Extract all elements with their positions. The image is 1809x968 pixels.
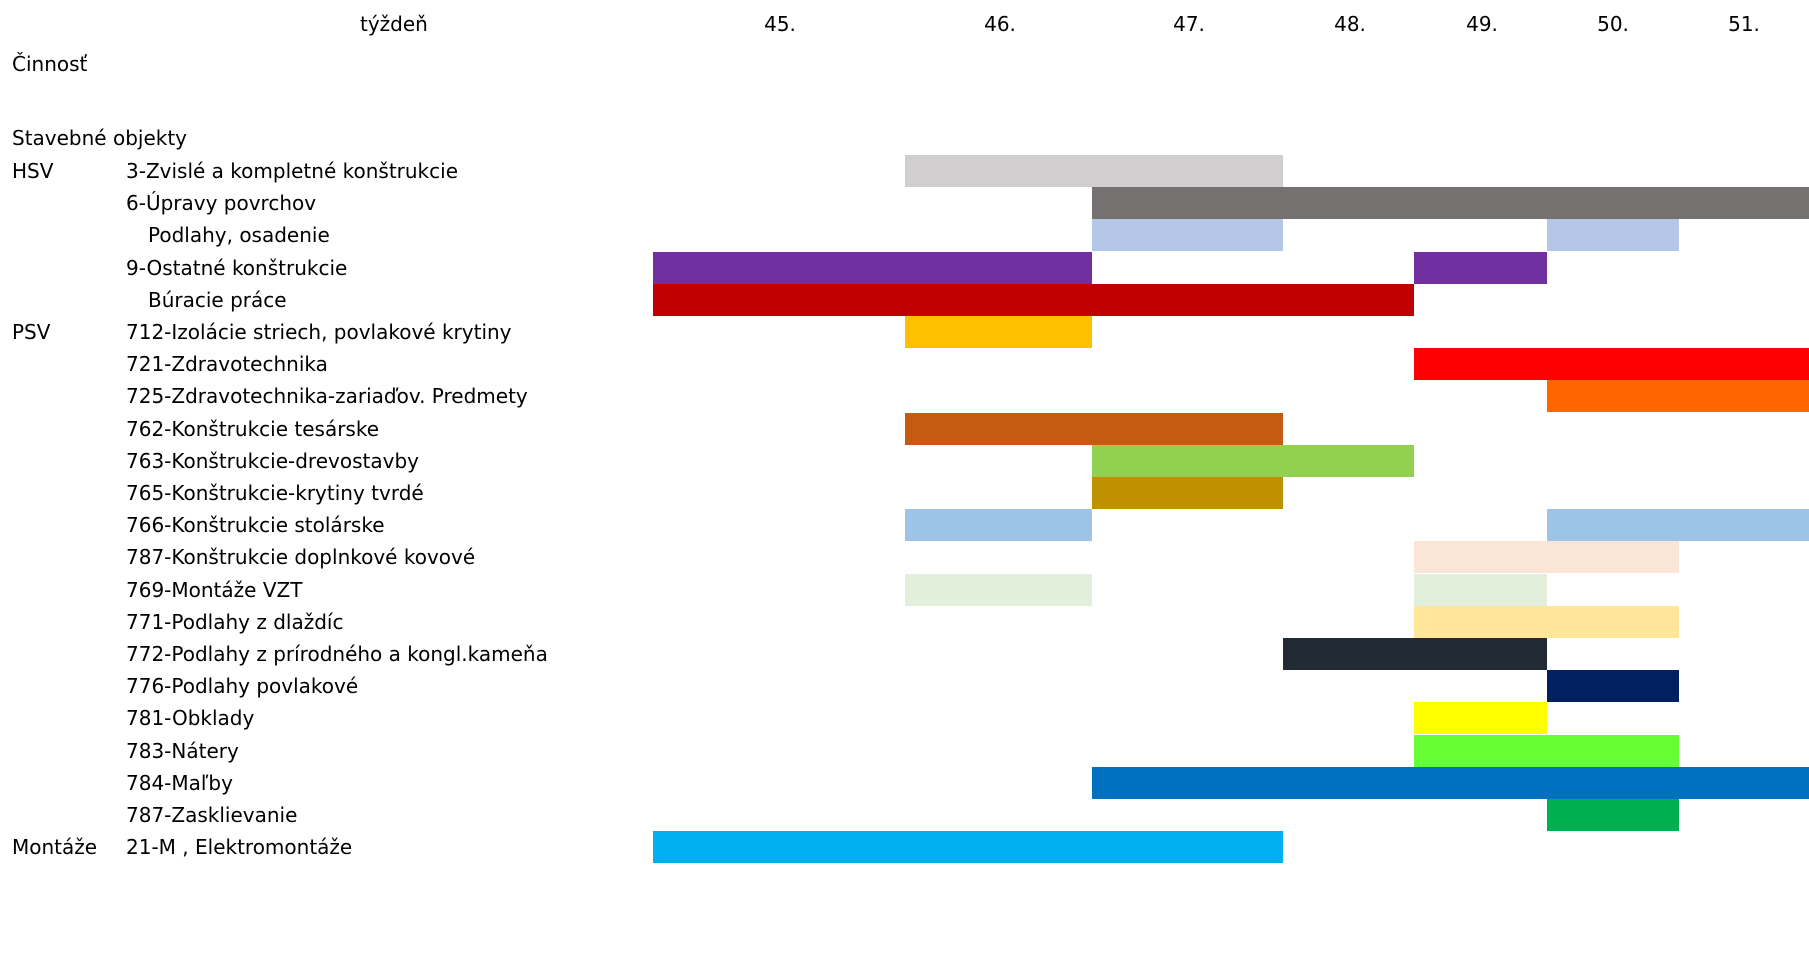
- gantt-bar: [1092, 766, 1809, 799]
- gantt-bar: [1414, 541, 1679, 574]
- row-activity-label: 766-Konštrukcie stolárske: [126, 513, 385, 538]
- row-activity-label: Búracie práce: [148, 287, 287, 312]
- row-activity-label: 762-Konštrukcie tesárske: [126, 416, 380, 441]
- gantt-bar: [905, 509, 1092, 542]
- gantt-bar: [905, 155, 1283, 187]
- gantt-bar: [1414, 734, 1679, 767]
- gantt-bar: [1414, 573, 1547, 606]
- gantt-bar: [1414, 348, 1809, 381]
- row-activity-label: 725-Zdravotechnika-zariaďov. Predmety: [126, 384, 528, 409]
- row-activity-label: 769-Montáže VZT: [126, 577, 303, 602]
- row-activity-label: 784-Maľby: [126, 770, 233, 795]
- gantt-bar: [1092, 187, 1809, 220]
- gantt-bar: [1092, 477, 1283, 509]
- gantt-bar: [1092, 444, 1414, 477]
- gantt-bar: [653, 251, 1092, 284]
- row-activity-label: 783-Nátery: [126, 738, 239, 763]
- week-tick-label: 45.: [764, 12, 796, 36]
- row-activity-label: 6-Úpravy povrchov: [126, 191, 317, 216]
- gantt-bar: [1092, 219, 1283, 252]
- row-group-label: Montáže: [12, 835, 98, 860]
- gantt-bar: [1414, 702, 1547, 735]
- row-activity-label: 763-Konštrukcie-drevostavby: [126, 448, 419, 473]
- row-activity-label: 3-Zvislé a kompletné konštrukcie: [126, 159, 458, 183]
- row-activity-label: 781-Obklady: [126, 706, 255, 731]
- week-tick-label: 51.: [1728, 12, 1760, 36]
- activity-header-label: Činnosť: [12, 52, 88, 76]
- gantt-bar: [905, 573, 1092, 606]
- row-activity-label: 787-Zasklievanie: [126, 803, 298, 827]
- week-tick-label: 48.: [1334, 12, 1366, 36]
- week-tick-label: 49.: [1466, 12, 1498, 36]
- gantt-bar: [653, 831, 1283, 864]
- gantt-bar: [1283, 638, 1547, 670]
- gantt-bar: [1547, 509, 1809, 542]
- gantt-bar: [1547, 799, 1679, 831]
- row-group-label: PSV: [12, 320, 51, 344]
- gantt-bar: [1547, 380, 1809, 413]
- week-tick-label: 47.: [1173, 12, 1205, 36]
- gantt-bar: [1414, 251, 1547, 284]
- gantt-bar: [1547, 219, 1679, 252]
- row-activity-label: 721-Zdravotechnika: [126, 352, 328, 377]
- row-activity-label: 772-Podlahy z prírodného a kongl.kameňa: [126, 642, 548, 666]
- row-activity-label: 21-M , Elektromontáže: [126, 835, 353, 860]
- row-activity-label: 776-Podlahy povlakové: [126, 674, 359, 699]
- gantt-bar: [905, 316, 1092, 348]
- row-group-label: HSV: [12, 159, 54, 183]
- row-activity-label: 787-Konštrukcie doplnkové kovové: [126, 545, 476, 570]
- gantt-bar: [905, 412, 1283, 445]
- week-tick-label: 46.: [984, 12, 1016, 36]
- row-activity-label: 771-Podlahy z dlaždíc: [126, 609, 344, 634]
- week-header-label: týždeň: [360, 12, 428, 36]
- section-label: Stavebné objekty: [12, 126, 188, 150]
- gantt-bar: [1547, 670, 1679, 703]
- row-activity-label: 712-Izolácie striech, povlakové krytiny: [126, 320, 512, 344]
- row-activity-label: 9-Ostatné konštrukcie: [126, 255, 348, 280]
- row-activity-label: 765-Konštrukcie-krytiny tvrdé: [126, 481, 424, 505]
- gantt-bar: [1414, 605, 1679, 638]
- gantt-bar: [653, 283, 1414, 316]
- row-activity-label: Podlahy, osadenie: [148, 223, 330, 248]
- week-tick-label: 50.: [1597, 12, 1629, 36]
